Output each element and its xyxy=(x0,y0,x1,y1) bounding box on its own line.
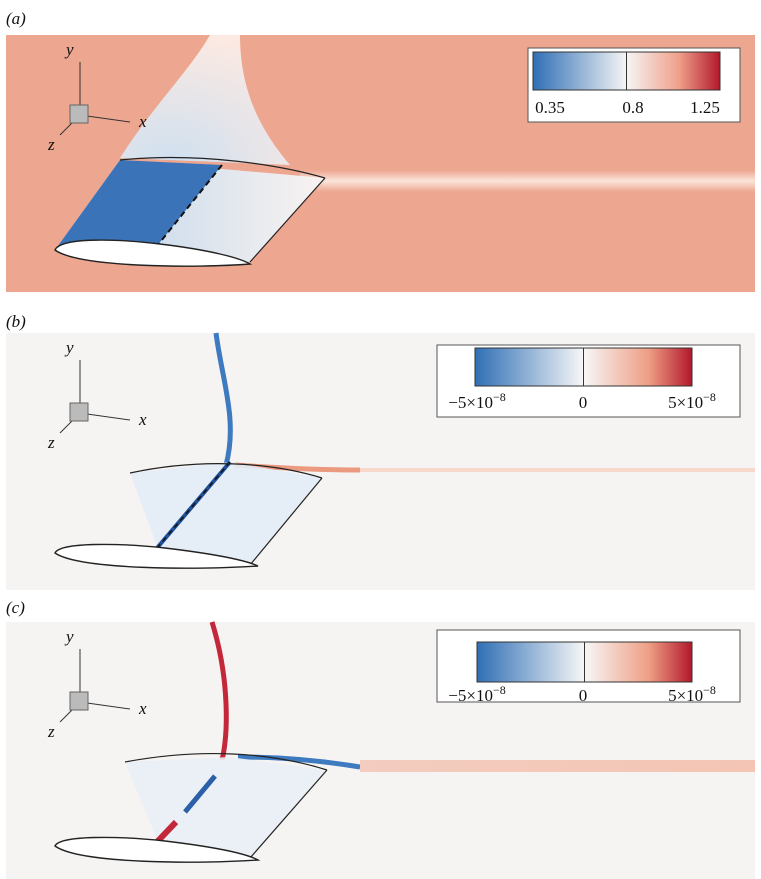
tick-base: −5×10 xyxy=(448,393,493,412)
colorbar-tick-label: 0 xyxy=(579,393,588,412)
colorbar-tick-label: 0.8 xyxy=(622,98,643,117)
colorbar-tick-label: −5×10−8 xyxy=(448,683,505,705)
tick-base: 0 xyxy=(579,686,588,705)
axis-x-label: x xyxy=(138,699,147,718)
axis-x-label: x xyxy=(138,112,147,131)
colorbar-tick-label: 5×10−8 xyxy=(668,390,716,412)
panel-label: (c) xyxy=(6,598,25,617)
tick-exponent: −8 xyxy=(493,390,506,404)
axis-y-label: y xyxy=(64,627,74,646)
tick-base: 1.25 xyxy=(690,98,720,117)
tick-exponent: −8 xyxy=(703,683,716,697)
colorbar-tick-label: 0.35 xyxy=(535,98,565,117)
axis-z-label: z xyxy=(47,722,55,741)
axis-cube xyxy=(69,691,89,711)
axis-z-label: z xyxy=(47,433,55,452)
axis-cube xyxy=(69,402,89,422)
tick-exponent: −8 xyxy=(703,390,716,404)
tick-base: 5×10 xyxy=(668,393,703,412)
tick-base: 0.35 xyxy=(535,98,565,117)
axis-triad: y x z xyxy=(47,338,147,452)
colorbar-tick-label: 0 xyxy=(579,686,588,705)
tick-base: 0 xyxy=(579,393,588,412)
tick-exponent: −8 xyxy=(493,683,506,697)
tick-base: 5×10 xyxy=(668,686,703,705)
panel-label: (b) xyxy=(6,312,26,331)
colorbar-tick-label: 1.25 xyxy=(690,98,720,117)
axis-cube xyxy=(69,104,89,124)
axis-y-label: y xyxy=(64,40,74,59)
tick-base: 0.8 xyxy=(622,98,643,117)
colorbar-tick-label: 5×10−8 xyxy=(668,683,716,705)
axis-x-label: x xyxy=(138,410,147,429)
colorbar-tick-label: −5×10−8 xyxy=(448,390,505,412)
panel-label: (a) xyxy=(6,9,26,28)
axis-y-label: y xyxy=(64,338,74,357)
axis-triad: y x z xyxy=(47,627,147,741)
panel-b-field xyxy=(6,332,755,590)
axis-z-label: z xyxy=(47,135,55,154)
axis-triad: y x z xyxy=(47,40,147,154)
tick-base: −5×10 xyxy=(448,686,493,705)
